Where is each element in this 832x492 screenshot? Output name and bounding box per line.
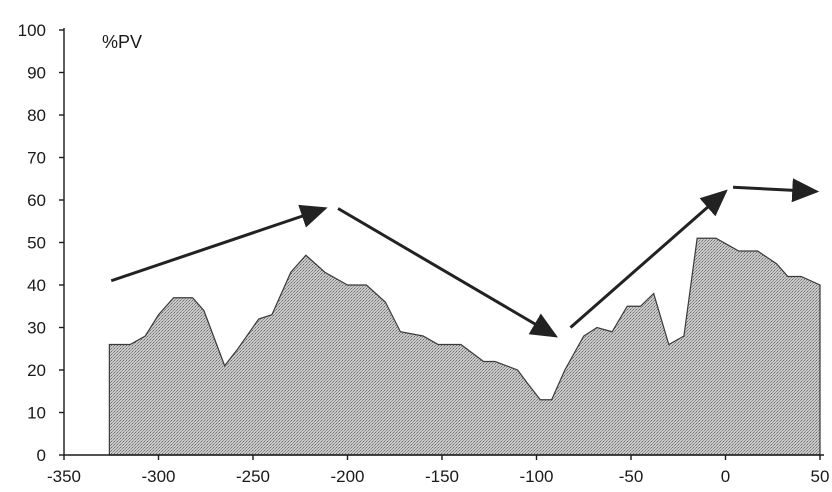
x-tick-label: -250 bbox=[236, 467, 270, 486]
plot-area bbox=[108, 237, 821, 456]
x-tick-label: -50 bbox=[619, 467, 644, 486]
y-tick-label: 30 bbox=[27, 319, 46, 338]
x-tick-label: -350 bbox=[47, 467, 81, 486]
trend-arrow bbox=[337, 207, 558, 338]
x-tick-label: 50 bbox=[811, 467, 830, 486]
x-axis-ticks: -350 -300 -250 -200 -150 -100 -50 0 50 bbox=[47, 455, 829, 486]
y-unit-label: %PV bbox=[102, 32, 142, 52]
x-tick-label: -100 bbox=[519, 467, 553, 486]
x-tick-label: -150 bbox=[425, 467, 459, 486]
x-tick-label: 0 bbox=[721, 467, 730, 486]
y-axis-ticks: 0 10 20 30 40 50 60 70 80 90 100 bbox=[18, 21, 64, 465]
y-tick-label: 40 bbox=[27, 276, 46, 295]
y-tick-label: 100 bbox=[18, 21, 46, 40]
x-tick-label: -300 bbox=[141, 467, 175, 486]
y-tick-label: 20 bbox=[27, 361, 46, 380]
trend-arrow bbox=[110, 204, 328, 283]
trend-arrow bbox=[569, 189, 728, 329]
y-tick-label: 80 bbox=[27, 106, 46, 125]
trend-arrows bbox=[110, 178, 820, 338]
x-tick-label: -200 bbox=[330, 467, 364, 486]
y-tick-label: 10 bbox=[27, 404, 46, 423]
y-tick-label: 70 bbox=[27, 149, 46, 168]
y-tick-label: 50 bbox=[27, 234, 46, 253]
area-series bbox=[108, 237, 821, 456]
y-tick-label: 90 bbox=[27, 64, 46, 83]
trend-arrow bbox=[732, 178, 820, 203]
y-tick-label: 0 bbox=[37, 446, 46, 465]
y-tick-label: 60 bbox=[27, 191, 46, 210]
